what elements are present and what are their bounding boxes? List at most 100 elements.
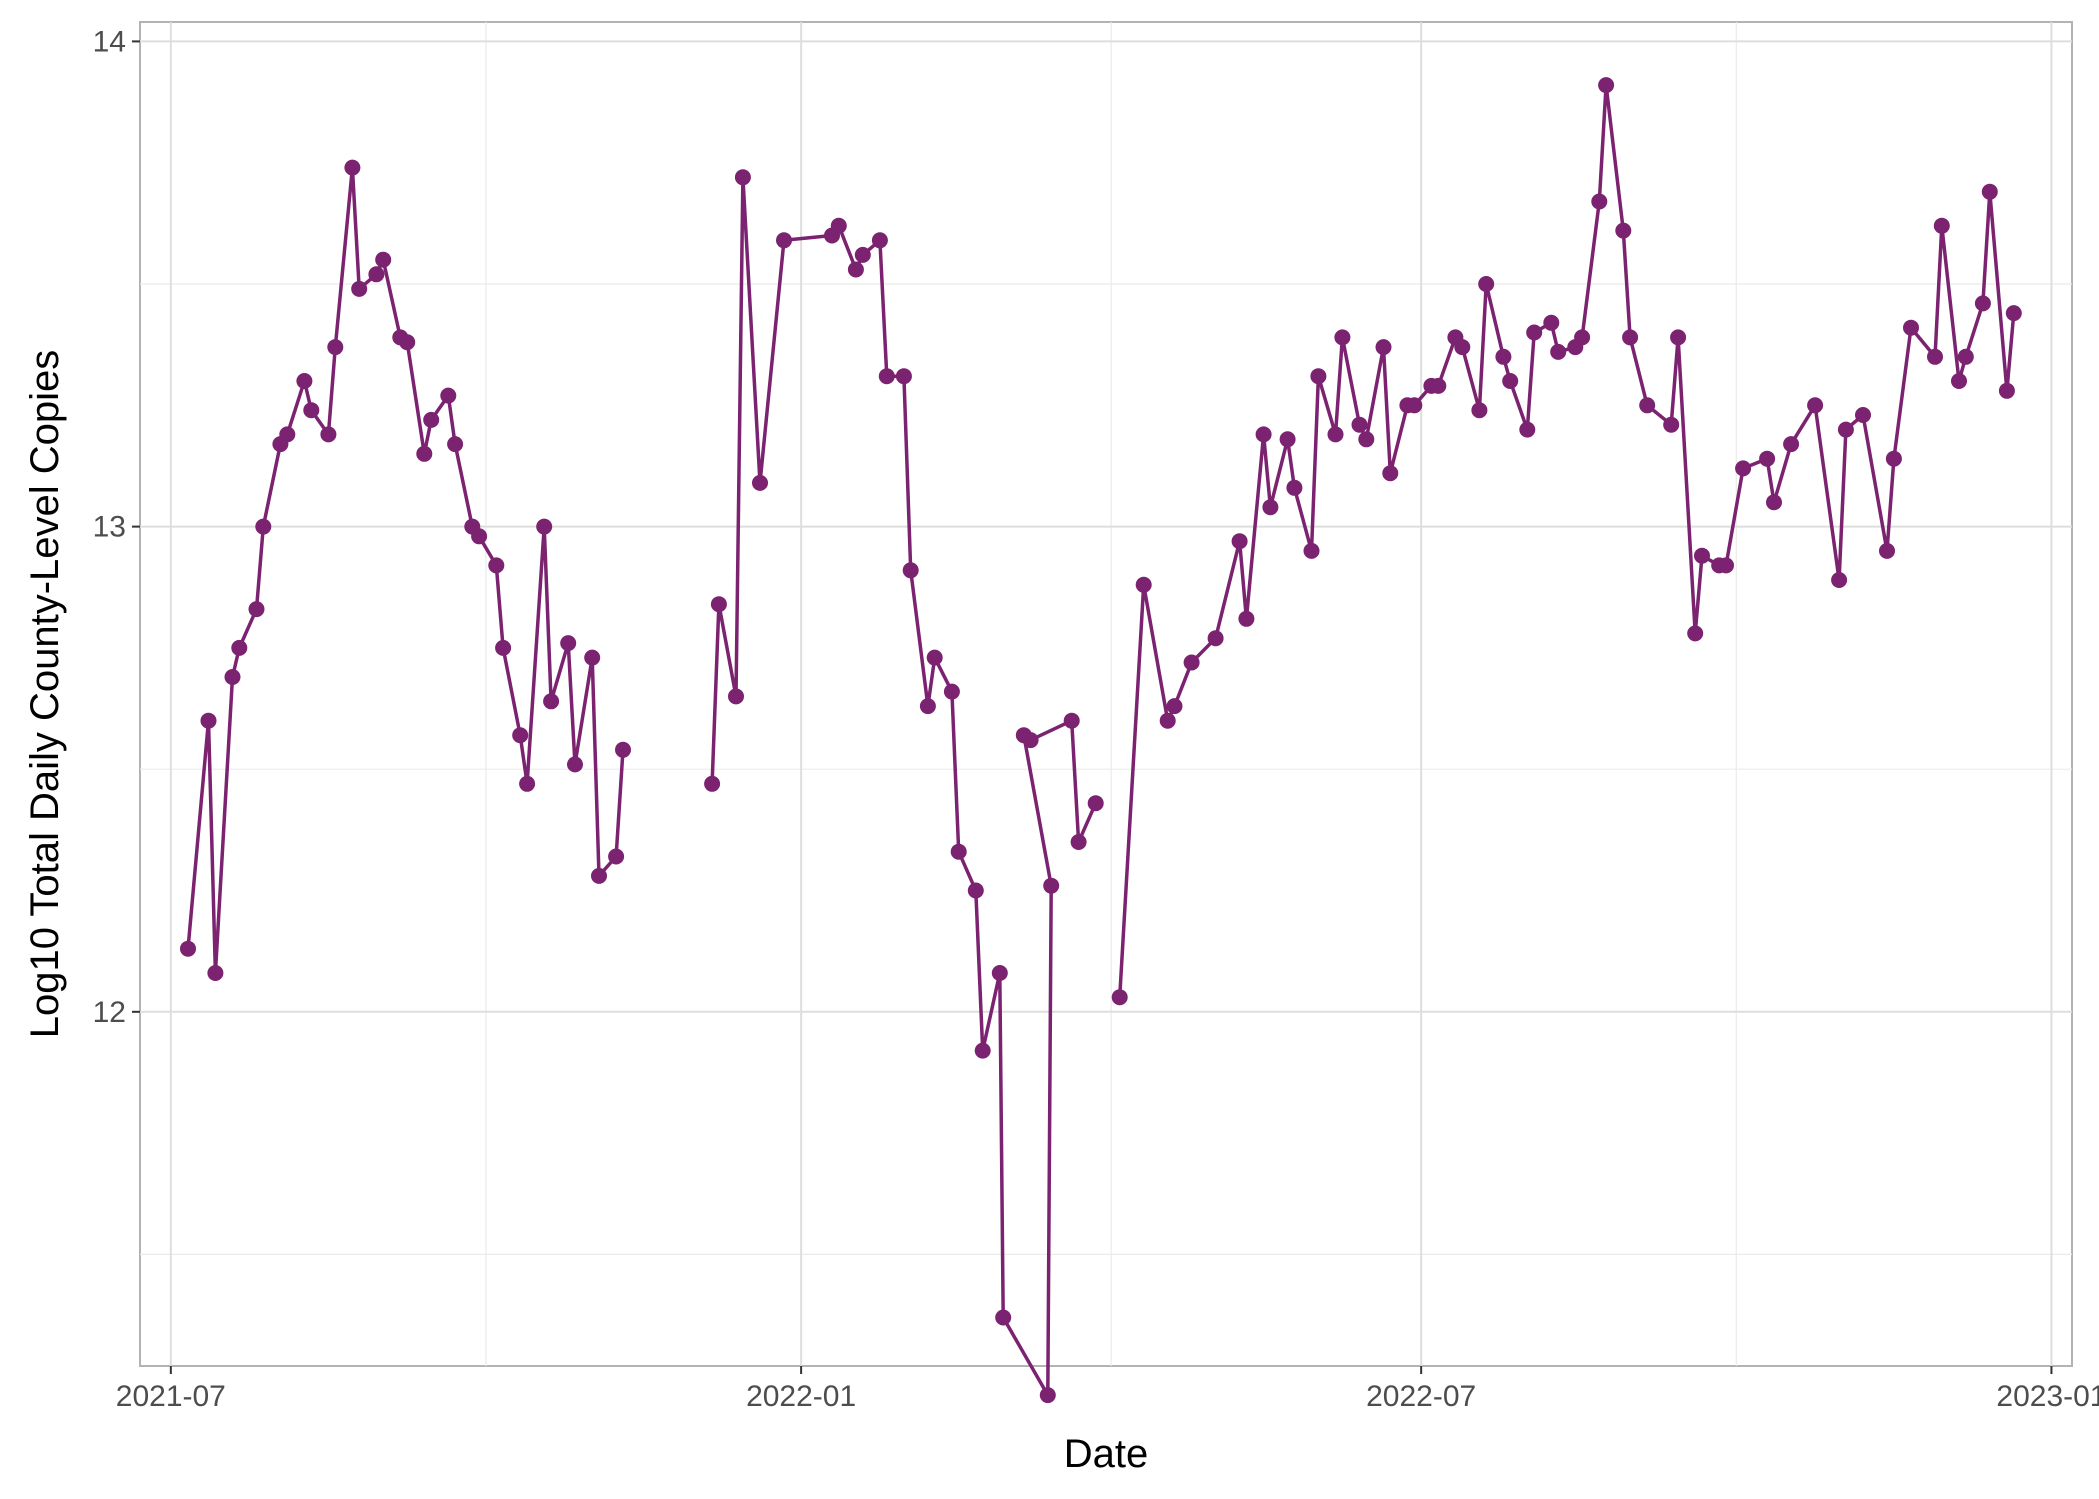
data-point bbox=[1735, 460, 1752, 477]
data-point bbox=[495, 639, 512, 656]
data-point bbox=[1670, 329, 1687, 346]
data-point bbox=[567, 756, 583, 773]
data-point bbox=[2005, 305, 2022, 322]
data-point bbox=[1885, 450, 1902, 467]
data-point bbox=[1135, 576, 1152, 593]
data-point bbox=[1183, 654, 1200, 671]
data-point bbox=[1454, 339, 1471, 356]
data-point bbox=[1998, 382, 2015, 399]
data-point bbox=[416, 445, 433, 462]
data-point bbox=[543, 693, 560, 710]
data-point bbox=[1903, 319, 1919, 336]
plot-panel bbox=[139, 21, 2073, 1367]
data-point bbox=[1927, 348, 1943, 365]
data-point bbox=[1622, 329, 1639, 346]
y-axis-title: Log10 Total Daily County-Level Copies bbox=[23, 350, 67, 1039]
data-point bbox=[1591, 193, 1608, 210]
data-point bbox=[776, 232, 792, 249]
data-point bbox=[991, 965, 1008, 981]
data-point bbox=[995, 1309, 1012, 1326]
data-point bbox=[1159, 712, 1176, 729]
data-point bbox=[1358, 431, 1375, 448]
data-point bbox=[943, 683, 960, 700]
data-point bbox=[1351, 416, 1368, 433]
data-point bbox=[854, 246, 871, 263]
data-point bbox=[871, 232, 888, 249]
data-point bbox=[1807, 397, 1824, 414]
x-tick-label: 2023-01 bbox=[1996, 1380, 2099, 1413]
data-point bbox=[1519, 421, 1536, 438]
data-point bbox=[1087, 795, 1104, 812]
data-point bbox=[1207, 630, 1224, 647]
data-point bbox=[1327, 426, 1344, 443]
data-point bbox=[423, 411, 440, 428]
data-point bbox=[895, 368, 912, 385]
data-point bbox=[1502, 373, 1519, 389]
data-point bbox=[1837, 421, 1854, 438]
data-point bbox=[847, 261, 864, 278]
data-point bbox=[303, 402, 320, 419]
data-point bbox=[1974, 295, 1991, 312]
x-tick-label: 2022-01 bbox=[746, 1380, 856, 1413]
x-tick-label: 2021-07 bbox=[116, 1380, 226, 1413]
series-line bbox=[1117, 83, 2016, 998]
data-point bbox=[1303, 542, 1320, 559]
data-point bbox=[1238, 610, 1255, 627]
data-point bbox=[1430, 377, 1447, 394]
data-point bbox=[1526, 324, 1543, 341]
data-point bbox=[1639, 397, 1656, 414]
data-point bbox=[584, 649, 601, 666]
data-point bbox=[1022, 732, 1039, 749]
y-tick-label: 12 bbox=[93, 996, 126, 1029]
data-point bbox=[1759, 450, 1776, 467]
data-point bbox=[830, 217, 847, 234]
data-point bbox=[1111, 989, 1128, 1006]
data-point bbox=[1495, 348, 1512, 365]
data-point bbox=[351, 280, 368, 297]
data-point bbox=[1166, 698, 1183, 715]
data-point bbox=[1543, 314, 1560, 331]
data-point bbox=[710, 596, 727, 613]
data-point bbox=[591, 867, 607, 884]
data-point bbox=[1039, 1387, 1056, 1404]
data-point bbox=[447, 436, 464, 453]
series-group bbox=[180, 77, 2022, 1404]
data-point bbox=[1043, 877, 1060, 894]
data-point bbox=[255, 518, 272, 535]
data-point bbox=[1957, 348, 1974, 365]
data-point bbox=[1687, 625, 1704, 642]
data-point bbox=[1063, 712, 1080, 729]
y-tick-label: 14 bbox=[93, 25, 126, 58]
data-point bbox=[974, 1042, 991, 1059]
grid bbox=[140, 22, 2072, 1366]
data-point bbox=[950, 843, 967, 860]
data-point bbox=[440, 387, 457, 404]
data-point bbox=[1831, 572, 1848, 588]
data-point bbox=[1981, 183, 1998, 200]
data-point bbox=[1262, 499, 1279, 516]
data-point bbox=[375, 251, 392, 268]
data-point bbox=[1598, 77, 1615, 94]
data-point bbox=[1766, 494, 1782, 511]
data-point bbox=[1286, 479, 1303, 496]
data-point bbox=[1471, 402, 1488, 419]
data-point bbox=[1375, 339, 1392, 356]
data-point bbox=[1406, 397, 1423, 414]
data-point bbox=[471, 528, 488, 545]
data-point bbox=[512, 727, 529, 744]
data-point bbox=[878, 368, 895, 385]
data-point bbox=[1615, 222, 1632, 239]
data-point bbox=[1933, 217, 1950, 234]
data-point bbox=[1231, 533, 1248, 550]
data-point bbox=[704, 775, 721, 792]
data-point bbox=[248, 601, 265, 618]
data-point bbox=[1255, 426, 1272, 443]
data-point bbox=[1718, 557, 1734, 574]
data-point bbox=[734, 169, 751, 186]
data-point bbox=[1879, 542, 1895, 559]
data-point bbox=[1382, 465, 1399, 482]
data-point bbox=[488, 557, 505, 574]
data-point bbox=[608, 848, 625, 865]
data-point bbox=[1855, 407, 1871, 423]
data-point bbox=[752, 474, 768, 491]
